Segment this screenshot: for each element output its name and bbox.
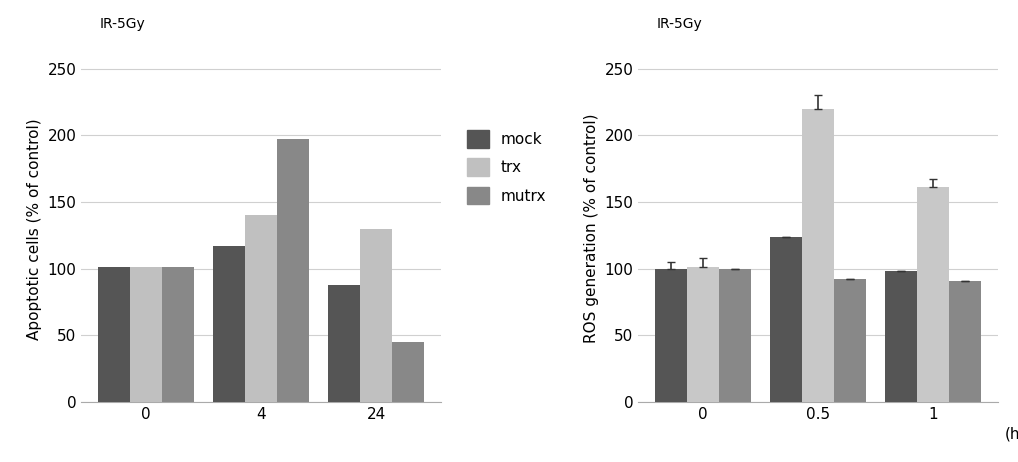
Bar bbox=[949, 280, 981, 402]
Bar bbox=[98, 267, 130, 402]
Bar bbox=[277, 140, 309, 402]
Bar bbox=[885, 271, 917, 402]
Bar bbox=[917, 188, 949, 402]
Bar bbox=[719, 269, 751, 402]
Bar bbox=[834, 280, 866, 402]
Bar bbox=[130, 267, 162, 402]
Y-axis label: ROS generation (% of control): ROS generation (% of control) bbox=[584, 114, 599, 343]
Legend: mock, trx, mutrx: mock, trx, mutrx bbox=[463, 126, 551, 209]
Bar bbox=[162, 267, 194, 402]
Bar bbox=[360, 229, 392, 402]
Text: IR-5Gy: IR-5Gy bbox=[100, 17, 146, 31]
Text: (h): (h) bbox=[1005, 426, 1018, 441]
Bar bbox=[687, 267, 719, 402]
Bar bbox=[802, 109, 834, 402]
Bar bbox=[392, 342, 425, 402]
Bar bbox=[213, 246, 245, 402]
Bar bbox=[655, 269, 687, 402]
Bar bbox=[770, 237, 802, 402]
Bar bbox=[245, 215, 277, 402]
Text: IR-5Gy: IR-5Gy bbox=[657, 17, 702, 31]
Bar bbox=[328, 285, 360, 402]
Y-axis label: Apoptotic cells (% of control): Apoptotic cells (% of control) bbox=[27, 118, 42, 340]
